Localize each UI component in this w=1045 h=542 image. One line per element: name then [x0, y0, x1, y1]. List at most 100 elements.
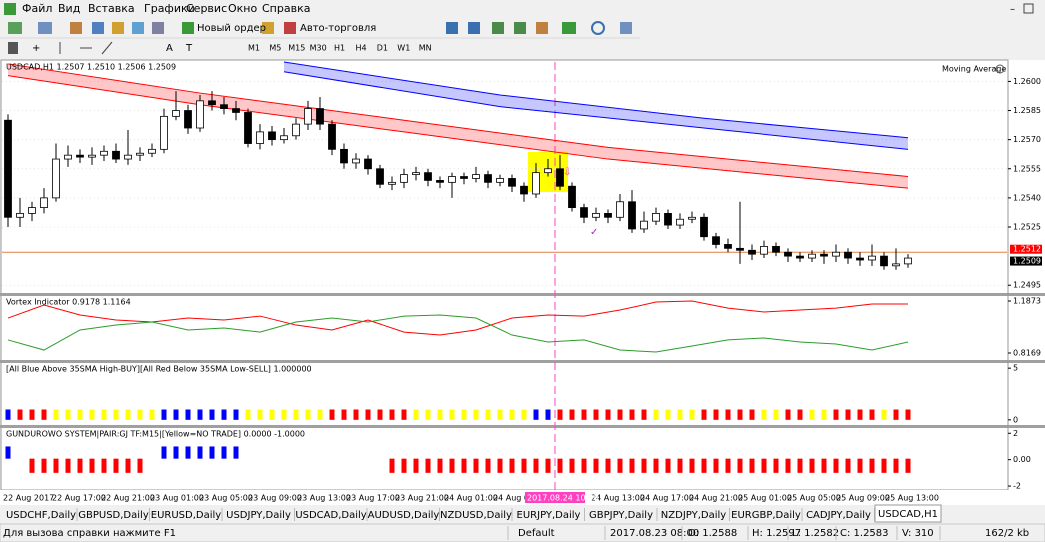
candle-body [4, 119, 12, 218]
tab[interactable]: NZDJPY,Daily [661, 510, 726, 521]
x-tick-label: 23 Aug 13:00 [297, 494, 351, 503]
candle-body [88, 154, 96, 158]
icon[interactable]: T [185, 43, 193, 54]
candle-body [796, 255, 804, 259]
icon[interactable]: A [166, 43, 173, 54]
tab[interactable]: EURGBP,Daily [731, 510, 801, 521]
timeframe-button[interactable]: H4 [355, 44, 366, 53]
tab[interactable]: EURUSD,Daily [151, 510, 222, 521]
close-indicator[interactable] [995, 64, 1005, 74]
tab[interactable]: GBPJPY,Daily [589, 510, 653, 521]
status-open: O: 1.2588 [688, 528, 737, 539]
system-bar [161, 446, 167, 459]
icon[interactable] [536, 22, 548, 34]
menu-item[interactable]: Окно [228, 2, 257, 15]
icon[interactable] [262, 22, 274, 34]
tab[interactable]: AUDUSD,Daily [368, 510, 440, 521]
minimize-button[interactable]: – [1010, 4, 1015, 15]
tab[interactable]: USDJPY,Daily [226, 510, 291, 521]
icon[interactable] [284, 22, 296, 34]
signal-bar [797, 409, 803, 420]
signal-bar [29, 409, 35, 420]
timeframe-button[interactable]: M15 [288, 44, 305, 53]
candle-body [76, 154, 84, 158]
indicator-label: Moving Average [942, 65, 1006, 74]
icon[interactable] [92, 22, 104, 34]
tab[interactable]: CADJPY,Daily [806, 510, 871, 521]
tab[interactable]: NZDUSD,Daily [440, 510, 512, 521]
price-tag [1010, 256, 1042, 266]
icon[interactable] [112, 22, 124, 34]
icon[interactable] [591, 21, 605, 35]
system-bar [113, 458, 119, 473]
active-tab[interactable]: USDCAD,H1 [878, 509, 938, 520]
icon[interactable] [8, 22, 22, 34]
signal-bar [257, 409, 263, 420]
signal-bar [821, 409, 827, 420]
menu-item[interactable]: Сервис [186, 2, 227, 15]
icon[interactable] [101, 41, 113, 55]
status-close: C: 1.2583 [840, 528, 889, 539]
system-bar [557, 458, 563, 473]
tab[interactable]: EURJPY,Daily [517, 510, 581, 521]
menu-item[interactable]: Графики [144, 2, 195, 15]
tab[interactable]: USDCAD,Daily [295, 510, 366, 521]
icon[interactable] [38, 22, 52, 34]
icon[interactable] [132, 22, 144, 34]
timeframe-button[interactable]: W1 [397, 44, 410, 53]
signal-bar [41, 409, 47, 420]
system-bar [833, 458, 839, 473]
toolbar-button[interactable]: Новый ордер [197, 23, 266, 34]
icon[interactable] [492, 22, 504, 34]
system-bar [665, 458, 671, 473]
status-bar [0, 523, 1045, 542]
system-bar [725, 458, 731, 473]
signal-bar [497, 409, 503, 420]
system-bar [89, 458, 95, 473]
x-tick-label: 22 Aug 17:00 [52, 494, 106, 503]
menu-item[interactable]: Справка [262, 2, 310, 15]
signal-bar [629, 409, 635, 420]
toolbar-button[interactable]: Авто-торговля [300, 23, 376, 34]
timeframe-button[interactable]: M5 [269, 44, 281, 53]
ma-upper [7, 63, 909, 178]
price-scale [1008, 60, 1045, 490]
candle-body [100, 150, 108, 156]
signal-bar [65, 409, 71, 420]
x-tick-label: 23 Aug 21:00 [395, 494, 449, 503]
icon[interactable] [70, 22, 82, 34]
candle-body [40, 197, 48, 208]
icon[interactable] [562, 22, 576, 34]
signal-bar [653, 409, 659, 420]
candle-body [376, 168, 384, 185]
panel-title: GUNDUROWO SYSTEM|PAIR:GJ TF:M15|[Yellow=… [6, 430, 305, 439]
icon[interactable] [182, 22, 194, 34]
menu-item[interactable]: Вид [58, 2, 81, 15]
restore-button[interactable] [1023, 3, 1034, 14]
system-bar [233, 446, 239, 459]
signal-bar [749, 409, 755, 420]
tab[interactable]: GBPUSD,Daily [78, 510, 149, 521]
timeframe-button[interactable]: D1 [377, 44, 388, 53]
timeframe-button[interactable]: MN [419, 44, 432, 53]
icon[interactable] [620, 22, 632, 34]
icon[interactable] [468, 22, 480, 34]
icon[interactable] [8, 42, 18, 54]
system-bar [845, 458, 851, 473]
signal-bar [101, 409, 107, 420]
system-bar [821, 458, 827, 473]
candle-body [400, 174, 408, 183]
timeframe-button[interactable]: H1 [334, 44, 345, 53]
timeframe-button[interactable]: M30 [310, 44, 327, 53]
menu-item[interactable]: Вставка [88, 2, 135, 15]
tab[interactable]: USDCHF,Daily [6, 510, 76, 521]
icon[interactable] [446, 22, 458, 34]
menu-item[interactable]: Файл [22, 2, 52, 15]
icon[interactable] [514, 22, 526, 34]
signal-bar [725, 409, 731, 420]
icon[interactable]: + [32, 43, 40, 54]
candle-body [112, 150, 120, 160]
icon[interactable] [152, 22, 164, 34]
timeframe-button[interactable]: M1 [248, 44, 260, 53]
candle-body [568, 185, 576, 208]
